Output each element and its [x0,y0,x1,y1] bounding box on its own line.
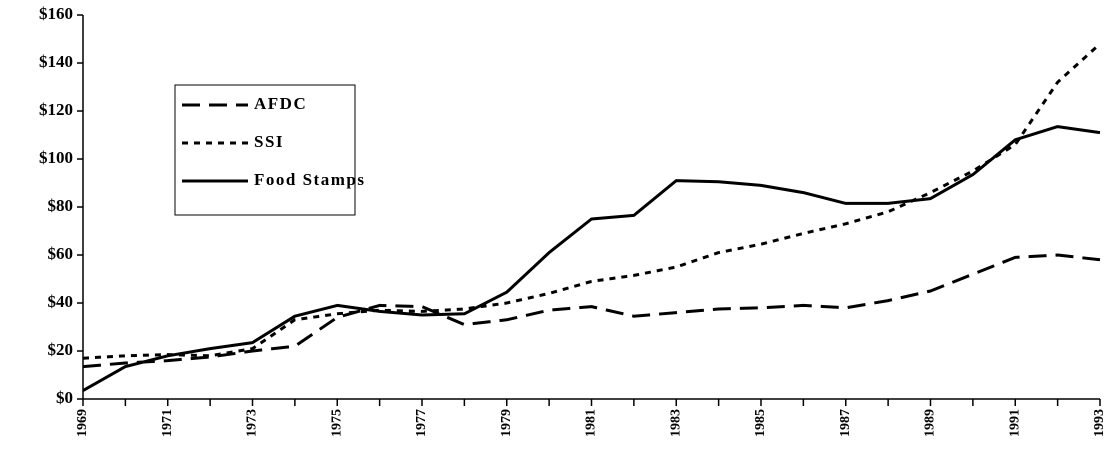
x-tick-label: 1983 [668,409,683,437]
x-tick-label: 1969 [75,409,90,437]
legend-label: AFDC [254,94,307,113]
y-tick-label: $60 [48,244,74,263]
x-tick-label: 1985 [753,409,768,437]
y-tick-label: $140 [39,52,73,71]
x-tick-label: 1989 [923,409,938,437]
y-tick-label: $40 [48,292,74,311]
data-line [82,253,1101,369]
y-tick-label: $0 [56,388,73,407]
y-tick-label: $80 [48,196,74,215]
x-tick-label: 1979 [499,409,514,437]
x-tick-label: 1987 [838,409,853,437]
x-tick-label: 1991 [1007,409,1022,437]
x-tick-label: 1977 [414,409,429,437]
data-line [82,125,1101,392]
data-line [82,42,1102,360]
x-tick-label: 1971 [160,409,175,437]
x-tick-label: 1993 [1092,409,1107,437]
legend-label: Food Stamps [254,170,365,189]
x-tick-label: 1975 [329,409,344,437]
legend-label: SSI [254,132,284,151]
legend: AFDC SSI Food Stamps [174,84,365,216]
y-tick-label: $160 [39,4,73,23]
x-tick-label: 1973 [245,409,260,437]
x-tick-label: 1981 [584,409,599,437]
y-tick-label: $120 [39,100,73,119]
y-tick-label: $20 [48,340,74,359]
y-tick-label: $100 [39,148,73,167]
legend-box [174,84,356,216]
